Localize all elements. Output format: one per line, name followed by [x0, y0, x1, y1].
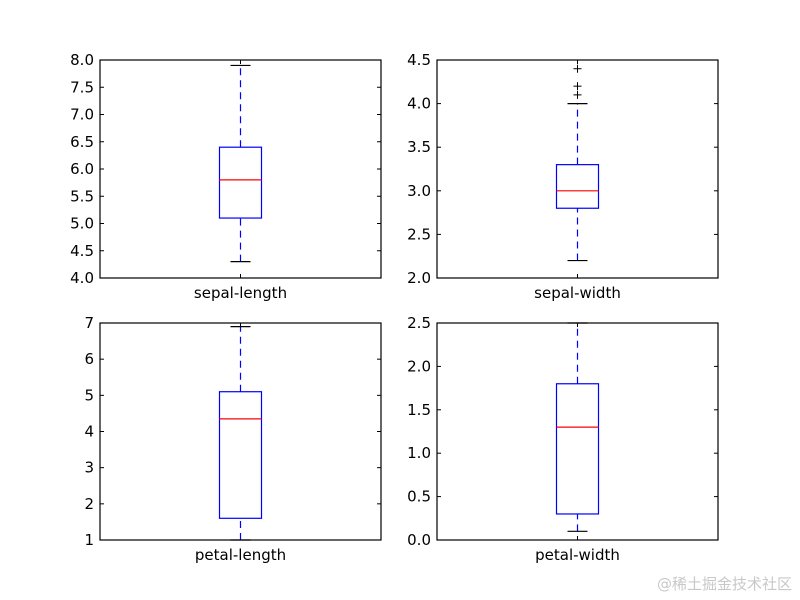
sepal-length-category-label: sepal-length: [194, 284, 287, 302]
petal-width-ytick-label: 2.5: [407, 314, 431, 332]
petal-length-category-label: petal-length: [195, 546, 286, 564]
sepal-width-ytick-label: 2.0: [407, 269, 431, 287]
petal-width-category-label: petal-width: [535, 546, 620, 564]
petal-length-ytick-label: 6: [84, 350, 94, 368]
petal-length-axes-frame: [99, 322, 382, 541]
sepal-length-axes-frame: [99, 59, 382, 279]
sepal-length-ytick-label: 5.0: [70, 215, 94, 233]
sepal-length-box: [218, 146, 263, 219]
sepal-width-ytick-label: 3.5: [407, 138, 431, 156]
sepal-length-ytick-label: 4.5: [70, 242, 94, 260]
petal-length-ytick-label: 1: [84, 531, 94, 549]
sepal-length-ytick-label: 8.0: [70, 51, 94, 69]
sepal-length-ytick-label: 5.5: [70, 187, 94, 205]
petal-width-axes-frame: [436, 322, 719, 541]
petal-width-ytick-label: 0.5: [407, 488, 431, 506]
petal-length-ytick-label: 2: [84, 495, 94, 513]
watermark: @稀土掘金技术社区: [656, 575, 792, 593]
sepal-length-ytick-label: 4.0: [70, 269, 94, 287]
sepal-width-ytick-label: 4.0: [407, 95, 431, 113]
petal-width-ytick-label: 2.0: [407, 357, 431, 375]
petal-length-ytick-label: 4: [84, 423, 94, 441]
sepal-length-ytick-label: 7.5: [70, 78, 94, 96]
sepal-width-axes-frame: [436, 59, 719, 279]
petal-length-ytick-label: 3: [84, 459, 94, 477]
sepal-width-ytick-label: 3.0: [407, 182, 431, 200]
petal-width-ytick-label: 1.0: [407, 444, 431, 462]
petal-length-ytick-label: 5: [84, 386, 94, 404]
sepal-width-ytick-label: 2.5: [407, 225, 431, 243]
petal-length-ytick-label: 7: [84, 314, 94, 332]
petal-width-box: [555, 383, 600, 515]
sepal-length-ytick-label: 6.0: [70, 160, 94, 178]
sepal-width-box: [555, 164, 600, 209]
petal-width-ytick-label: 0.0: [407, 531, 431, 549]
sepal-length-ytick-label: 6.5: [70, 133, 94, 151]
petal-length-box: [218, 391, 263, 519]
sepal-width-category-label: sepal-width: [534, 284, 621, 302]
sepal-length-ytick-label: 7.0: [70, 106, 94, 124]
petal-width-ytick-label: 1.5: [407, 401, 431, 419]
sepal-width-ytick-label: 4.5: [407, 51, 431, 69]
